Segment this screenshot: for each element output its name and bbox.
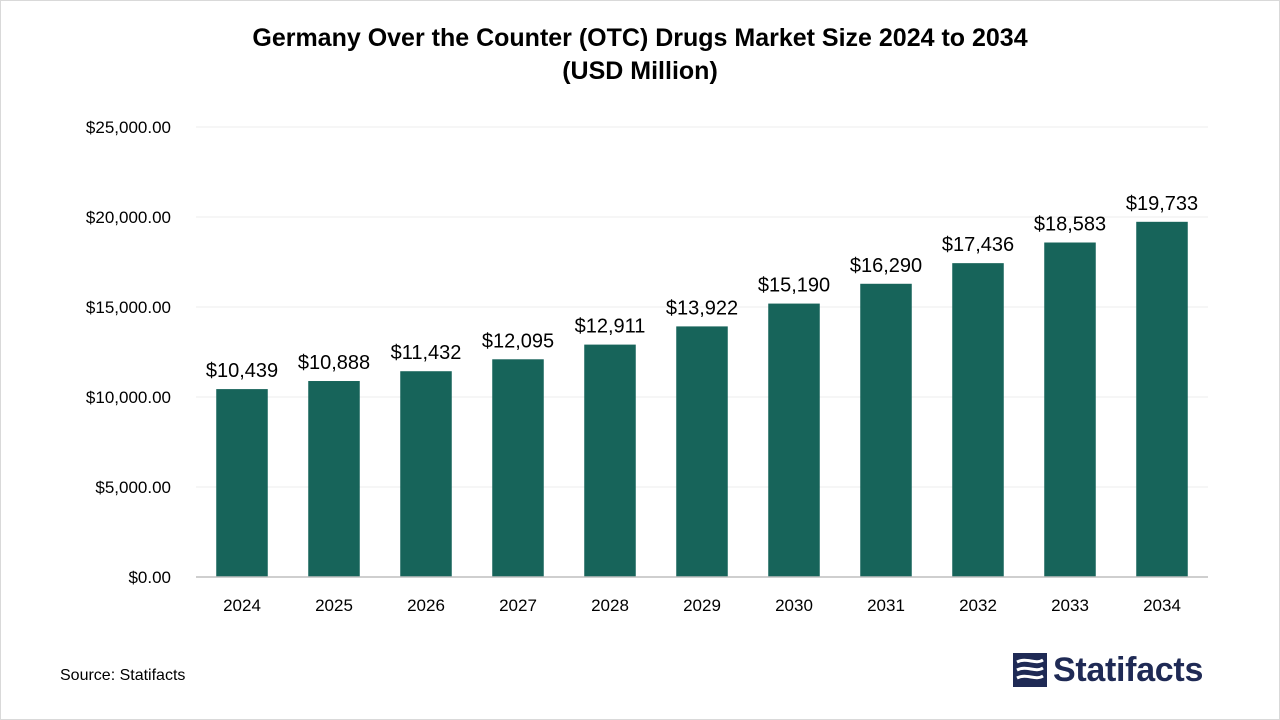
x-tick-label: 2031 xyxy=(867,596,905,615)
bar-data-label: $10,439 xyxy=(206,360,278,382)
chart-title: Germany Over the Counter (OTC) Drugs Mar… xyxy=(0,22,1280,88)
statifacts-logo: Statifacts xyxy=(1013,650,1203,690)
chart-title-line-1: Germany Over the Counter (OTC) Drugs Mar… xyxy=(252,24,1028,52)
y-tick-label: $5,000.00 xyxy=(95,478,171,497)
y-tick-label: $10,000.00 xyxy=(86,388,171,407)
bar-data-label: $12,095 xyxy=(482,330,554,352)
bar xyxy=(676,326,728,577)
bar xyxy=(308,381,360,577)
x-tick-label: 2028 xyxy=(591,596,629,615)
bar xyxy=(1044,242,1096,578)
statifacts-logo-text: Statifacts xyxy=(1053,650,1204,689)
chart-title-line-2: (USD Million) xyxy=(562,57,718,85)
bar xyxy=(584,344,636,577)
source-note: Source: Statifacts xyxy=(60,667,186,684)
bar-data-label: $15,190 xyxy=(758,275,830,297)
bar xyxy=(492,359,544,577)
x-tick-label: 2033 xyxy=(1051,596,1089,615)
statifacts-logo-icon xyxy=(1013,653,1047,687)
y-tick-label: $15,000.00 xyxy=(86,298,171,317)
bar xyxy=(216,389,268,577)
bar-data-label: $11,432 xyxy=(391,342,462,364)
x-tick-label: 2030 xyxy=(775,596,813,615)
bar xyxy=(400,371,452,577)
bar xyxy=(768,303,820,577)
bar xyxy=(1136,221,1188,577)
x-tick-label: 2034 xyxy=(1143,596,1181,615)
y-tick-label: $0.00 xyxy=(128,568,171,587)
bar-data-label: $19,733 xyxy=(1126,193,1198,215)
bar-data-label: $12,911 xyxy=(575,316,646,338)
x-tick-label: 2027 xyxy=(499,596,537,615)
bar-data-label: $17,436 xyxy=(942,234,1014,256)
bar-data-label: $10,888 xyxy=(298,352,370,374)
y-tick-label: $25,000.00 xyxy=(86,118,171,137)
x-tick-label: 2025 xyxy=(315,596,353,615)
x-tick-label: 2026 xyxy=(407,596,445,615)
bar xyxy=(860,283,912,577)
x-tick-label: 2029 xyxy=(683,596,721,615)
x-tick-label: 2024 xyxy=(223,596,261,615)
bar-data-label: $16,290 xyxy=(850,255,922,277)
x-tick-label: 2032 xyxy=(959,596,997,615)
y-tick-label: $20,000.00 xyxy=(86,208,171,227)
bar-data-label: $18,583 xyxy=(1034,214,1106,236)
bar xyxy=(952,263,1004,577)
bar-data-label: $13,922 xyxy=(666,297,738,319)
